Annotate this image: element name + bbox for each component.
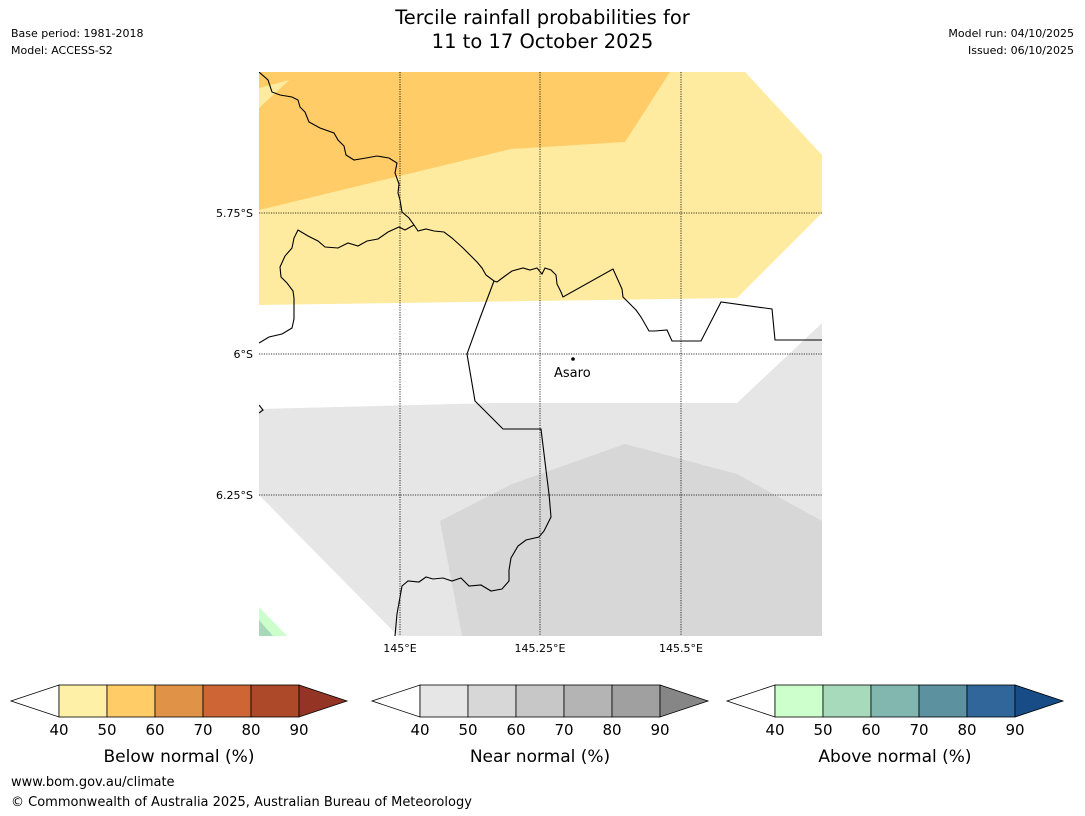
legend-near-tick-60: 60 xyxy=(506,721,525,739)
lon-label-145-25e: 145.25°E xyxy=(515,642,566,655)
map-area: Asaro xyxy=(259,72,822,636)
above-normal-50-60-region xyxy=(259,620,273,636)
legend-near-upper-extend xyxy=(659,684,710,718)
legend-below-swatch-80-90 xyxy=(250,684,300,718)
legend-above-normal: 40 50 60 70 80 90 Above normal (%) xyxy=(725,684,1065,767)
legends: 40 50 60 70 80 90 Below normal (%) 40 50… xyxy=(9,684,1065,767)
legend-above-upper-extend xyxy=(1014,684,1065,718)
legend-near-swatch-40-50 xyxy=(419,684,469,718)
below-40-wedge xyxy=(259,495,398,636)
meta-right: Model run: 04/10/2025 Issued: 06/10/2025 xyxy=(948,25,1074,59)
legend-near-label: Near normal (%) xyxy=(470,747,610,767)
legend-below-tick-90: 90 xyxy=(289,721,308,739)
legend-below-tick-60: 60 xyxy=(145,721,164,739)
boundary-north xyxy=(259,72,822,342)
legend-below-tick-40: 40 xyxy=(49,721,68,739)
legend-below-swatch-50-60 xyxy=(106,684,156,718)
legend-near-swatch-70-80 xyxy=(563,684,613,718)
map-title: Tercile rainfall probabilities for 11 to… xyxy=(0,6,1085,54)
below-normal-50-60-region xyxy=(259,72,670,210)
lat-label-6-25s: 6.25°S xyxy=(216,489,253,502)
footer-url[interactable]: www.bom.gov.au/climate xyxy=(11,775,175,790)
model-run: Model run: 04/10/2025 xyxy=(948,27,1074,40)
legend-near-lower-extend xyxy=(370,684,421,718)
issued-date: Issued: 06/10/2025 xyxy=(967,44,1074,57)
legend-above-tick-80: 80 xyxy=(957,721,976,739)
legend-below-swatch-70-80 xyxy=(202,684,252,718)
legend-near-tick-80: 80 xyxy=(602,721,621,739)
lon-label-145e: 145°E xyxy=(383,642,416,655)
footer-copyright: © Commonwealth of Australia 2025, Austra… xyxy=(11,795,472,810)
boundary-west xyxy=(259,224,415,344)
legend-near-tick-40: 40 xyxy=(410,721,429,739)
legend-above-tick-60: 60 xyxy=(861,721,880,739)
boundary-sw-edge xyxy=(259,404,264,414)
legend-above-swatch-40-50 xyxy=(774,684,824,718)
legend-above-tick-90: 90 xyxy=(1005,721,1024,739)
legend-above-tick-70: 70 xyxy=(909,721,928,739)
asaro-label: Asaro xyxy=(554,366,591,381)
legend-above-tick-40: 40 xyxy=(765,721,784,739)
legend-above-swatch-50-60 xyxy=(822,684,872,718)
legend-above-tick-50: 50 xyxy=(813,721,832,739)
legend-near-tick-50: 50 xyxy=(458,721,477,739)
legend-below-swatch-40-50 xyxy=(58,684,108,718)
lon-label-145-5e: 145.5°E xyxy=(659,642,703,655)
meta-left: Base period: 1981-2018 Model: ACCESS-S2 xyxy=(11,25,143,59)
legend-below-swatch-60-70 xyxy=(154,684,204,718)
legend-above-swatch-80-90 xyxy=(966,684,1016,718)
legend-below-tick-70: 70 xyxy=(193,721,212,739)
legend-near-normal: 40 50 60 70 80 90 Near normal (%) xyxy=(370,684,710,767)
model-name: Model: ACCESS-S2 xyxy=(11,44,113,57)
legend-above-swatch-70-80 xyxy=(918,684,968,718)
near-normal-50-60-region xyxy=(440,444,822,636)
base-period: Base period: 1981-2018 xyxy=(11,27,144,40)
legend-above-lower-extend xyxy=(725,684,776,718)
legend-near-tick-90: 90 xyxy=(650,721,669,739)
legend-near-swatch-50-60 xyxy=(467,684,517,718)
asaro-marker xyxy=(571,357,575,361)
legend-below-upper-extend xyxy=(298,684,349,718)
legend-below-normal: 40 50 60 70 80 90 Below normal (%) xyxy=(9,684,349,767)
below-normal-50-60-corner xyxy=(259,72,320,88)
legend-above-label: Above normal (%) xyxy=(818,747,971,767)
lat-label-6s: 6°S xyxy=(234,348,253,361)
legend-above-swatch-60-70 xyxy=(870,684,920,718)
legend-below-tick-80: 80 xyxy=(241,721,260,739)
map-figure: Asaro 5.75°S 6°S 6.25°S 145°E 145.25°E 1… xyxy=(216,72,822,655)
title-line-2: 11 to 17 October 2025 xyxy=(431,30,654,53)
boundary-south xyxy=(394,280,552,636)
legend-below-lower-extend xyxy=(9,684,60,718)
title-line-1: Tercile rainfall probabilities for xyxy=(395,6,690,29)
legend-near-tick-70: 70 xyxy=(554,721,573,739)
legend-below-tick-50: 50 xyxy=(97,721,116,739)
legend-near-swatch-80-90 xyxy=(611,684,661,718)
legend-below-label: Below normal (%) xyxy=(104,747,255,767)
lat-label-5-75s: 5.75°S xyxy=(216,207,253,220)
legend-near-swatch-60-70 xyxy=(515,684,565,718)
